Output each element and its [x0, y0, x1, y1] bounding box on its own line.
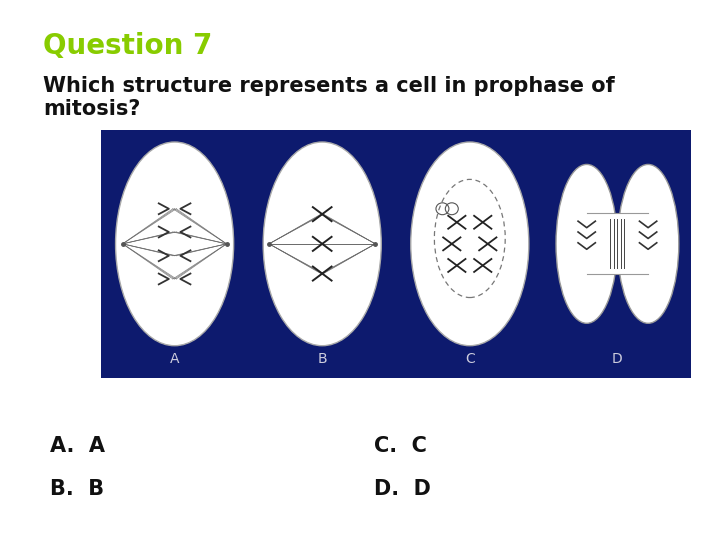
- Text: Question 7: Question 7: [43, 32, 212, 60]
- Text: Which structure represents a cell in prophase of
mitosis?: Which structure represents a cell in pro…: [43, 76, 615, 119]
- FancyBboxPatch shape: [603, 213, 631, 274]
- Text: A.  A: A. A: [50, 435, 105, 456]
- Text: D.  D: D. D: [374, 478, 431, 499]
- Text: C: C: [465, 352, 474, 366]
- Text: B: B: [318, 352, 327, 366]
- Ellipse shape: [410, 142, 528, 346]
- Ellipse shape: [264, 142, 382, 346]
- Ellipse shape: [556, 164, 617, 323]
- Ellipse shape: [115, 142, 233, 346]
- Text: C.  C: C. C: [374, 435, 427, 456]
- FancyBboxPatch shape: [101, 130, 691, 378]
- Text: D: D: [612, 352, 623, 366]
- Text: B.  B: B. B: [50, 478, 104, 499]
- Ellipse shape: [618, 164, 679, 323]
- Text: A: A: [170, 352, 179, 366]
